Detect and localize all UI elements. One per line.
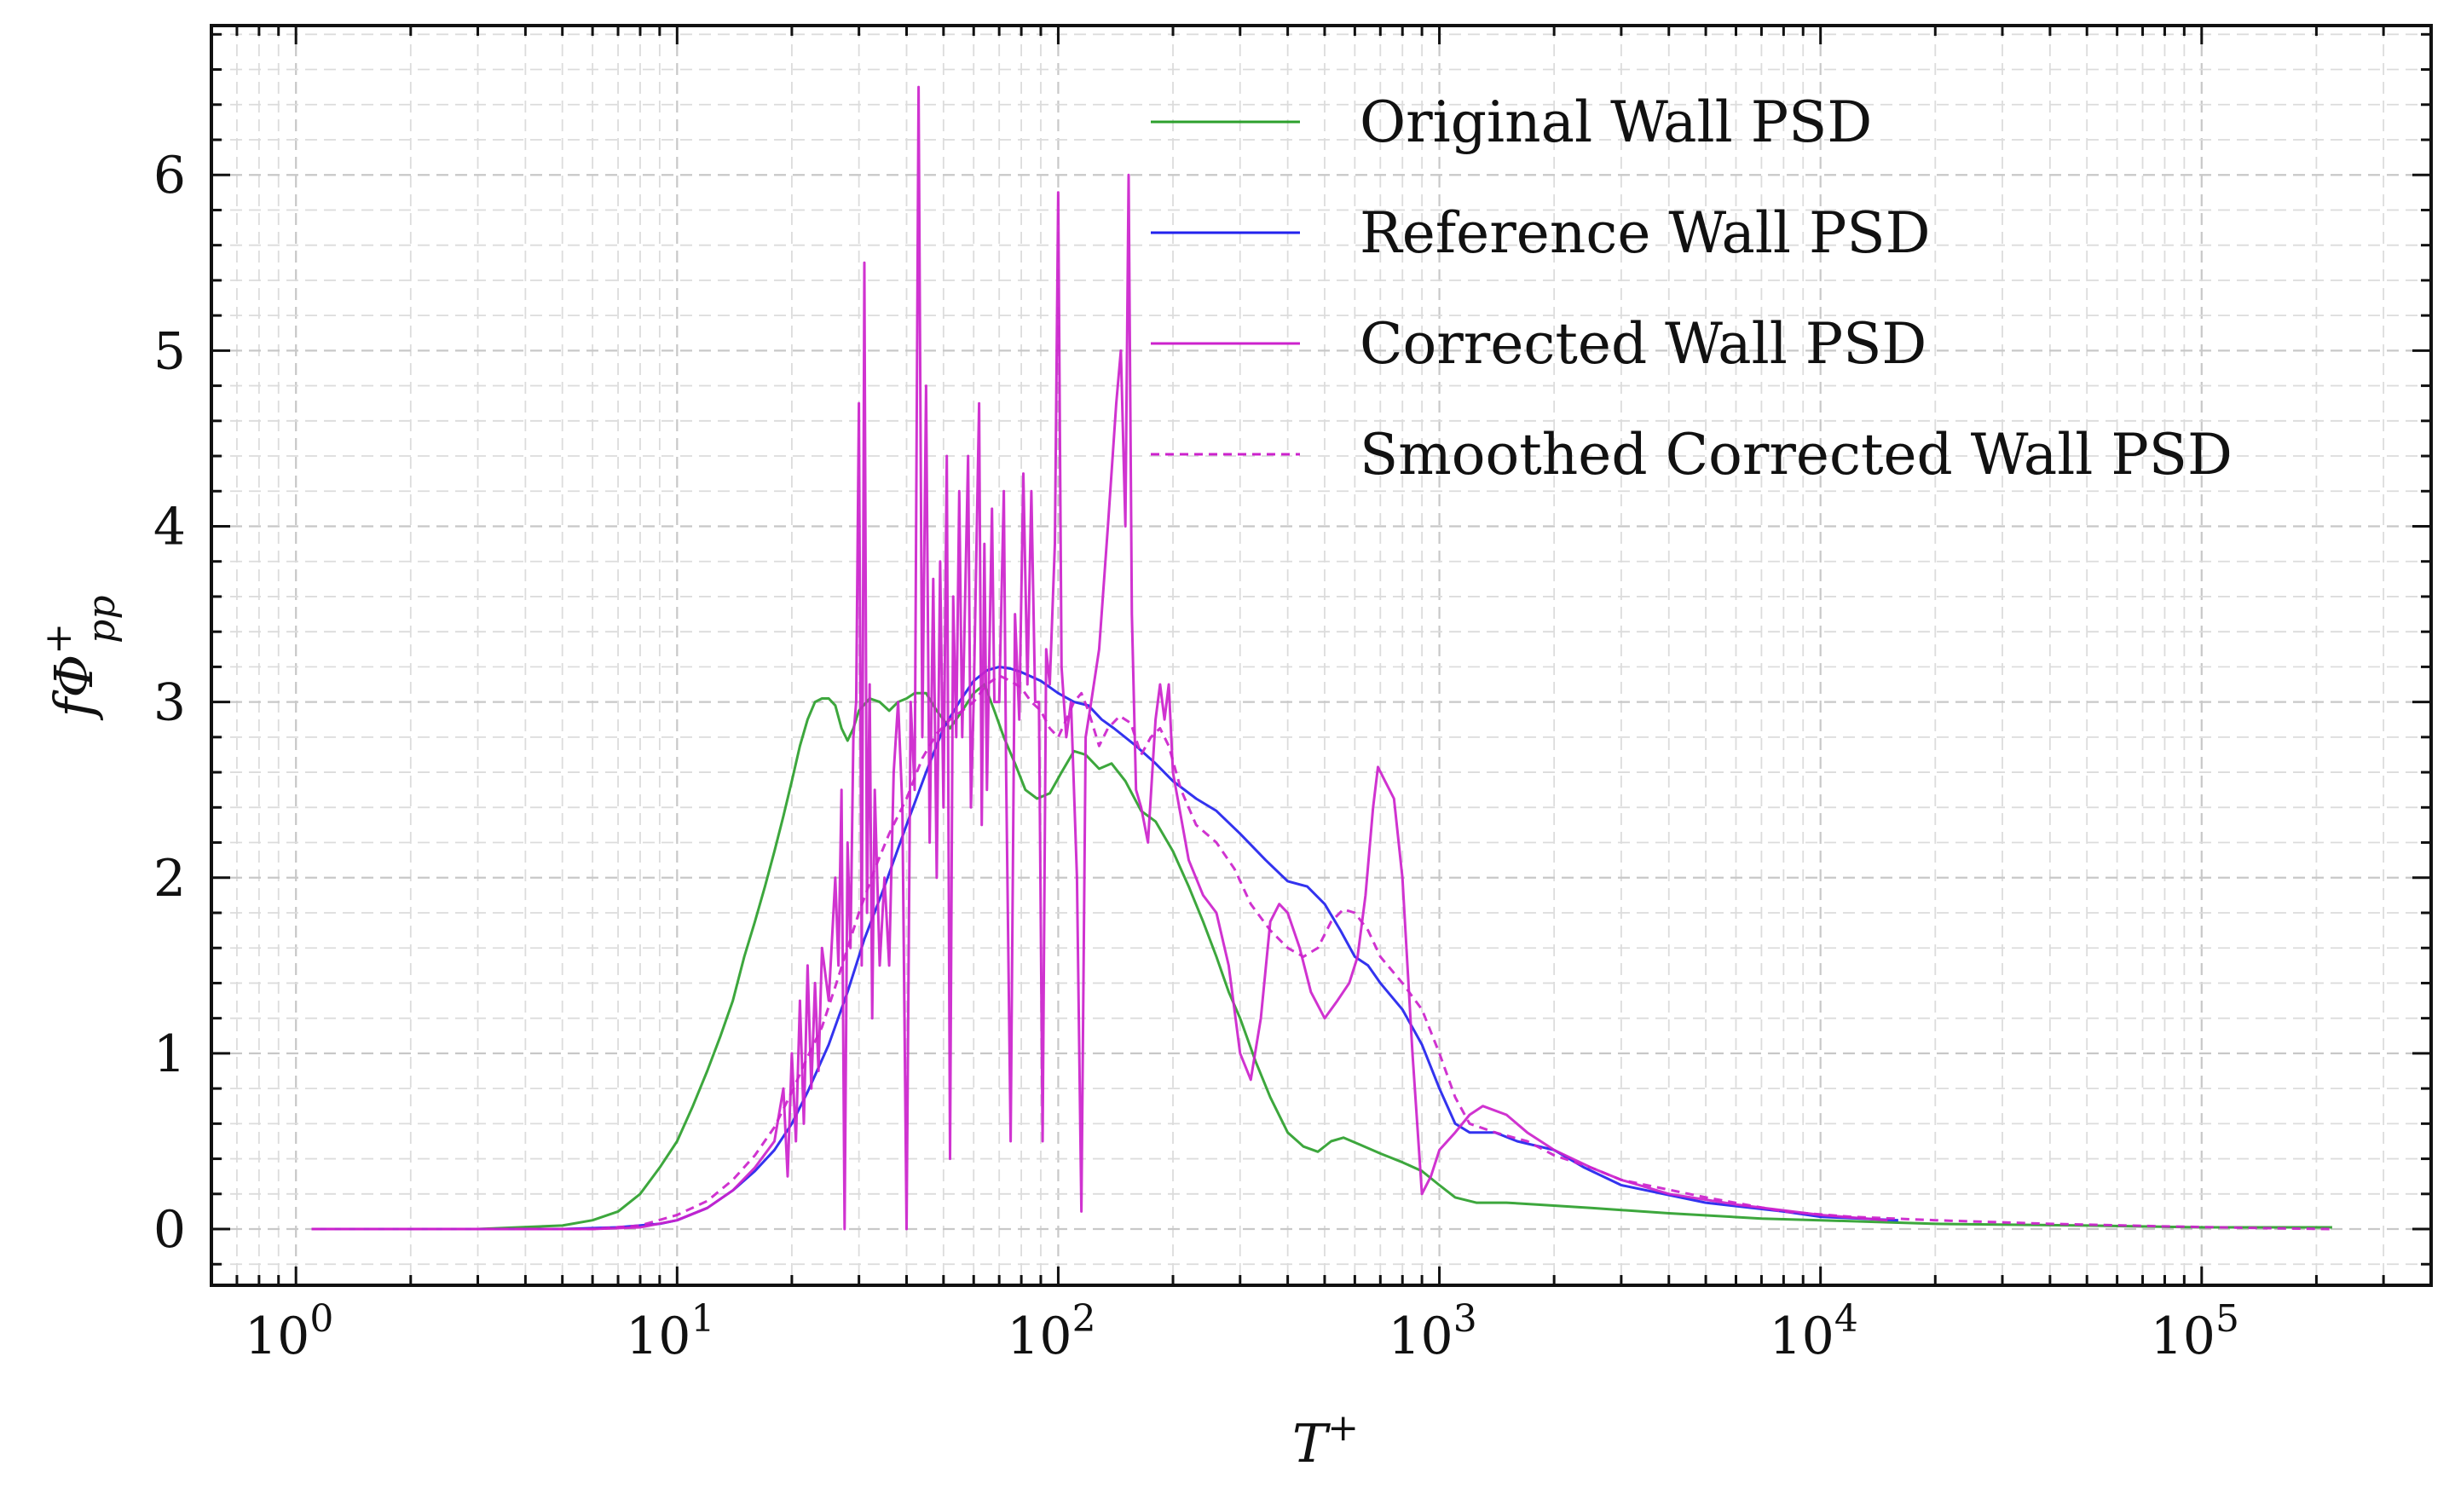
grid-lines	[211, 26, 2432, 1285]
y-tick-label: 6	[153, 146, 186, 205]
x-tick-label: 100	[245, 1297, 333, 1366]
series-line-1	[311, 683, 2332, 1231]
axis-tick-labels: 0 1 2 3 4 5 6 100 101 102 103 104 105	[153, 146, 2239, 1366]
x-axis-label: T+	[1292, 1406, 1359, 1475]
x-tick-label: 103	[1388, 1297, 1476, 1366]
legend-label: Corrected Wall PSD	[1360, 311, 1926, 377]
y-tick-label: 1	[153, 1024, 186, 1084]
x-tick-label: 104	[1770, 1297, 1858, 1366]
legend-label: Smoothed Corrected Wall PSD	[1360, 422, 2233, 488]
legend-label: Original Wall PSD	[1360, 89, 1872, 155]
axis-ticks	[210, 26, 2433, 1285]
y-tick-label: 3	[153, 673, 186, 733]
x-tick-label: 102	[1007, 1297, 1095, 1366]
y-tick-label: 4	[153, 497, 186, 557]
series-line-4	[311, 674, 2332, 1231]
x-tick-label: 101	[626, 1297, 714, 1366]
y-tick-label: 5	[153, 321, 186, 381]
y-tick-label: 2	[153, 849, 186, 909]
y-tick-label: 0	[153, 1200, 186, 1260]
plot-series	[311, 85, 2332, 1231]
series-line-3	[311, 85, 1888, 1231]
y-axis-label: fΦ+pp	[37, 596, 124, 721]
plot-frame	[210, 24, 2433, 1287]
legend: Original Wall PSD Reference Wall PSD Corre…	[1151, 89, 2233, 488]
legend-label: Reference Wall PSD	[1360, 200, 1931, 266]
x-tick-label: 105	[2151, 1297, 2239, 1366]
